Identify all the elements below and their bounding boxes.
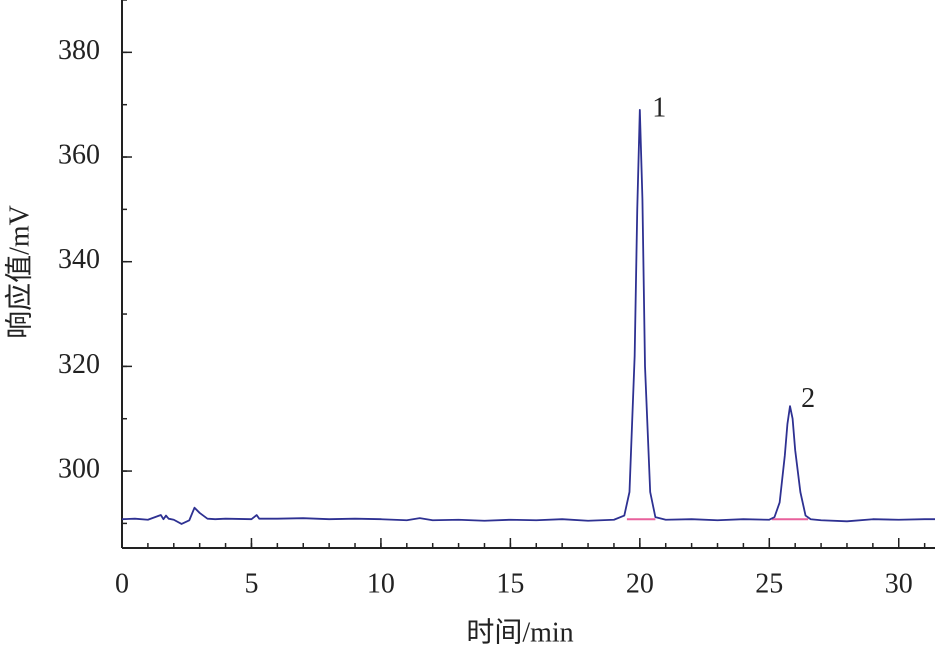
y-tick-label: 340 bbox=[58, 244, 100, 275]
y-tick-label: 300 bbox=[58, 453, 100, 484]
x-tick-label: 0 bbox=[115, 568, 129, 599]
x-tick-label: 5 bbox=[244, 568, 258, 599]
peak-label: 1 bbox=[652, 92, 666, 123]
x-tick-label: 20 bbox=[626, 568, 654, 599]
y-tick-label: 380 bbox=[58, 35, 100, 66]
x-tick-label: 15 bbox=[496, 568, 524, 599]
y-tick-label: 360 bbox=[58, 139, 100, 170]
x-axis-label: 时间/min bbox=[466, 616, 573, 648]
signal-line bbox=[121, 109, 935, 525]
y-axis-label: 响应值/mV bbox=[3, 205, 35, 339]
y-tick-label: 320 bbox=[58, 349, 100, 380]
x-tick-label: 10 bbox=[367, 568, 395, 599]
x-tick-label: 30 bbox=[885, 568, 913, 599]
peak-label: 2 bbox=[801, 383, 815, 414]
x-tick-label: 25 bbox=[755, 568, 783, 599]
